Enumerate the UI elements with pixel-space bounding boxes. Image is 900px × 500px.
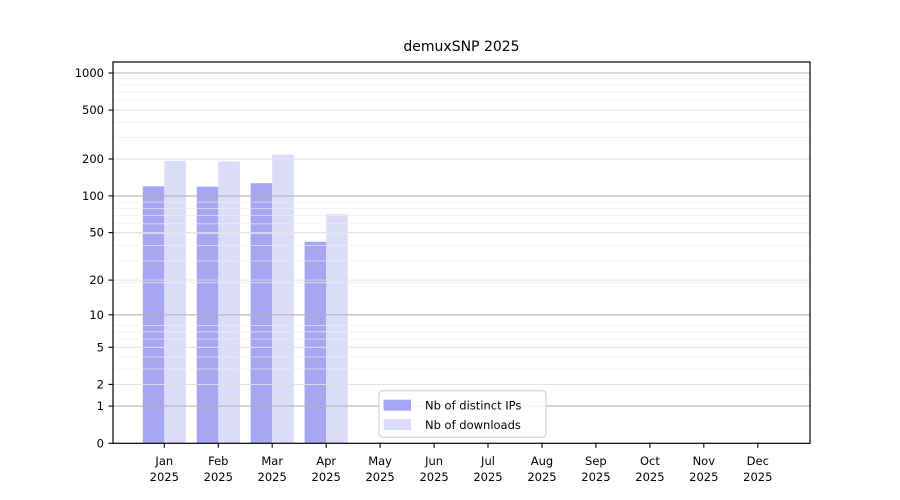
- axes-frame: [112, 61, 811, 444]
- bar-downloads-apr: [326, 214, 348, 444]
- y-tick-label: 200: [82, 152, 104, 166]
- y-tick-label: 5: [97, 340, 104, 354]
- x-tick-label-year: 2025: [258, 470, 287, 484]
- y-tick-label: 10: [89, 308, 104, 322]
- x-tick-label-month: Feb: [208, 454, 228, 468]
- x-tick-label-year: 2025: [150, 470, 179, 484]
- chart-title: demuxSNP 2025: [403, 39, 519, 55]
- x-tick-label-month: May: [368, 454, 392, 468]
- x-tick-label-year: 2025: [419, 470, 448, 484]
- x-tick-label-year: 2025: [743, 470, 772, 484]
- legend-label-downloads: Nb of downloads: [425, 418, 521, 432]
- y-tick-label: 1000: [75, 66, 104, 80]
- x-tick-label-month: Nov: [693, 454, 716, 468]
- bar-downloads-mar: [272, 154, 294, 444]
- plot-area: 0 1 2 5 10 20 50 100 200 500 1000 Jan 2025 Feb 2025 Mar…: [75, 61, 811, 484]
- x-tick-label-month: Oct: [640, 454, 660, 468]
- legend: Nb of distinct IPs Nb of downloads: [378, 390, 547, 438]
- x-tick-label-month: Mar: [261, 454, 283, 468]
- bar-distinct-ips-apr: [304, 241, 327, 444]
- x-tick-label-year: 2025: [204, 470, 233, 484]
- bar-downloads-jan: [164, 160, 186, 444]
- y-tick-label: 50: [89, 226, 104, 240]
- x-tick-label-year: 2025: [581, 470, 610, 484]
- x-tick-label-month: Sep: [585, 454, 607, 468]
- legend-box: [378, 390, 547, 438]
- legend-swatch-distinct-ips: [383, 399, 411, 411]
- x-tick-label-year: 2025: [365, 470, 394, 484]
- y-tick-label: 100: [82, 189, 104, 203]
- x-tick-label-month: Jul: [480, 454, 495, 468]
- x-tick-label-month: Jan: [154, 454, 173, 468]
- y-tick-label: 2: [97, 377, 104, 391]
- bar-distinct-ips-mar: [250, 183, 273, 444]
- x-tick-label-year: 2025: [527, 470, 556, 484]
- x-tick-label-year: 2025: [689, 470, 718, 484]
- y-tick-label: 500: [82, 103, 104, 117]
- x-tick-label-month: Jun: [424, 454, 443, 468]
- x-tick-label-year: 2025: [312, 470, 341, 484]
- x-tick-label-year: 2025: [473, 470, 502, 484]
- x-tick-label-month: Apr: [316, 454, 336, 468]
- x-tick-label-year: 2025: [635, 470, 664, 484]
- y-tick-label: 0: [97, 436, 104, 450]
- legend-swatch-downloads: [383, 419, 411, 430]
- y-tick-label: 1: [97, 399, 104, 413]
- x-tick-label-month: Aug: [531, 454, 553, 468]
- bar-downloads-feb: [218, 161, 240, 444]
- legend-label-distinct-ips: Nb of distinct IPs: [425, 399, 521, 413]
- x-tick-label-month: Dec: [747, 454, 769, 468]
- y-tick-label: 20: [89, 273, 104, 287]
